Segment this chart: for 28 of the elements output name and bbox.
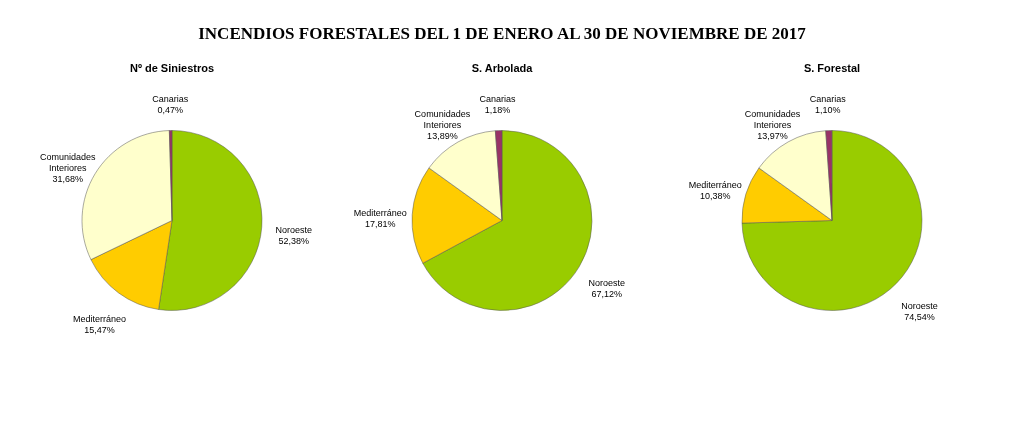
- slice-label: Canarias: [479, 93, 516, 104]
- data-label: 31,68%: [52, 174, 83, 185]
- chart-subtitle: S. Forestal: [803, 62, 861, 74]
- slice-label: Noroeste: [275, 224, 312, 235]
- slice-label: Comunidades Interiores: [39, 152, 96, 174]
- data-label: 13,97%: [757, 130, 788, 141]
- slice-label: Canarias: [809, 93, 847, 104]
- chart-subtitle: S. Arbolada: [471, 62, 534, 74]
- data-label: 17,81%: [364, 218, 396, 229]
- chart-subtitle: Nº de Siniestros: [129, 62, 215, 74]
- data-label: 13,89%: [427, 131, 458, 142]
- data-label: 10,38%: [700, 190, 731, 201]
- slice-label: Noroeste: [901, 300, 938, 311]
- slice-label: Comunidades Interiores: [414, 109, 471, 131]
- data-label: 0,47%: [157, 104, 183, 115]
- slice-label: Noroeste: [588, 278, 626, 288]
- data-label: 1,10%: [814, 104, 841, 115]
- data-label: 1,18%: [484, 104, 511, 115]
- slice-label: Mediterráneo: [353, 207, 407, 218]
- text: INCENDIOS FORESTALES DEL 1 DE ENERO AL 30 DE NOVIEMBRE DE 2017: [198, 24, 807, 43]
- data-label: 67,12%: [591, 289, 623, 299]
- data-label: 52,38%: [278, 235, 309, 246]
- data-label: 74,54%: [904, 311, 935, 322]
- data-label: 15,47%: [84, 324, 115, 335]
- slice-label: Mediterráneo: [688, 179, 742, 190]
- slice-label: Mediterráneo: [73, 313, 127, 324]
- slice-label: Comunidades Interiores: [744, 108, 801, 130]
- slice-label: Canarias: [152, 93, 189, 104]
